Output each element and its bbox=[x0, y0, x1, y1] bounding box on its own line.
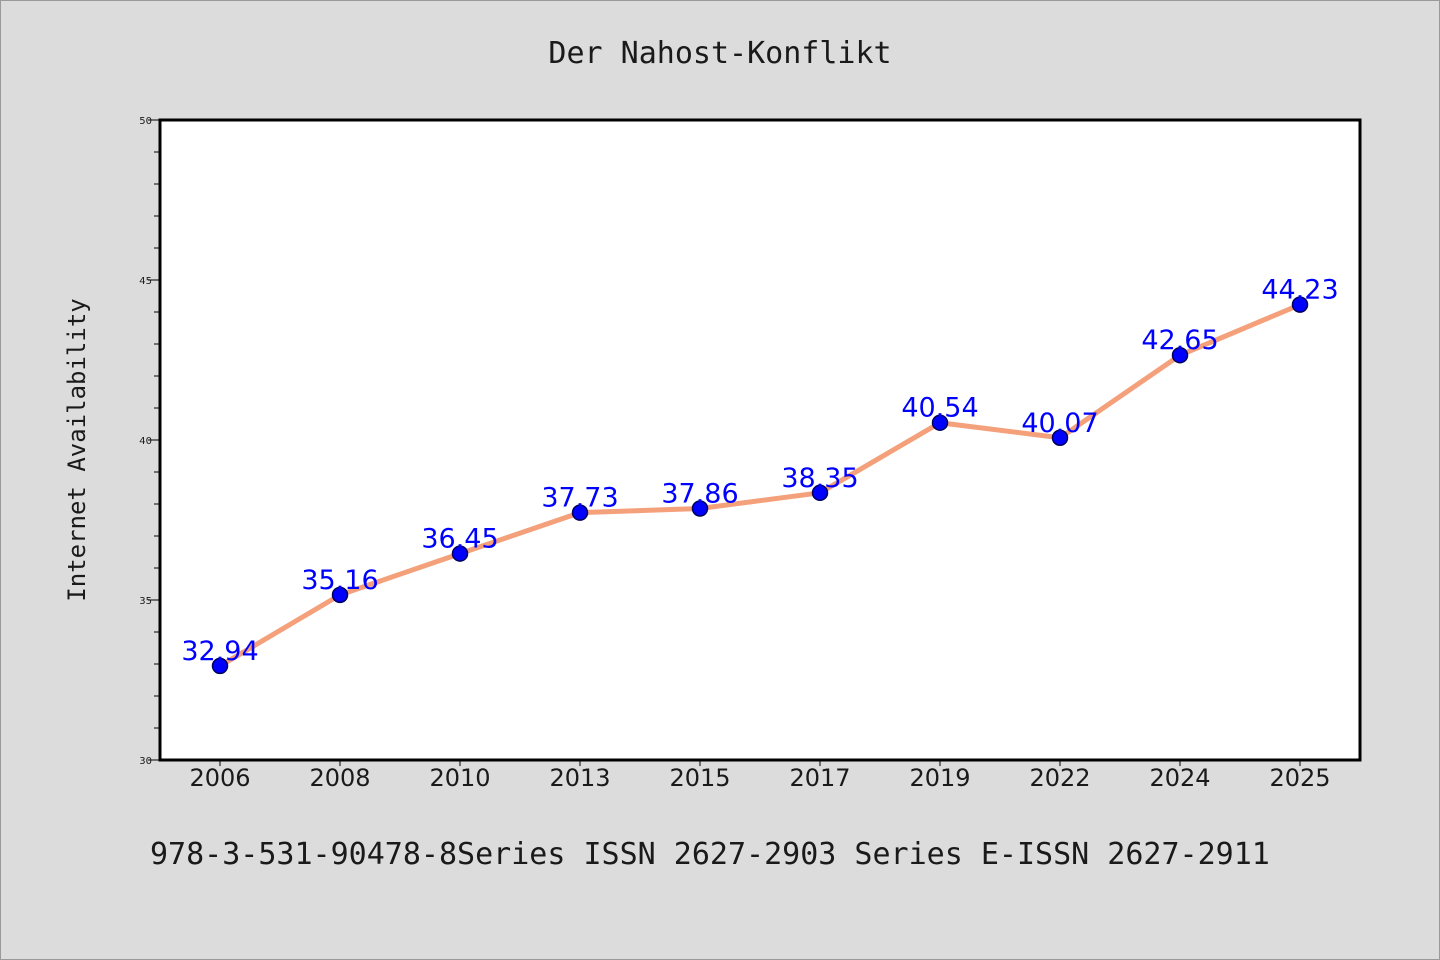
data-point bbox=[1291, 296, 1309, 313]
x-tick-label: 2006 bbox=[189, 764, 250, 792]
data-label: 44.23 bbox=[1261, 275, 1338, 306]
data-point bbox=[1051, 429, 1069, 447]
data-labels: 32.94 35.16 36.45 37.73 37.86 38.35 40.54 40.07… bbox=[181, 275, 1338, 667]
data-point bbox=[811, 484, 829, 502]
data-point bbox=[571, 504, 589, 521]
x-tick-label: 2008 bbox=[309, 764, 370, 792]
data-point bbox=[691, 500, 709, 517]
x-tick-label: 2025 bbox=[1269, 764, 1330, 792]
x-tick-label: 2010 bbox=[429, 764, 490, 792]
data-point bbox=[1171, 346, 1189, 364]
y-tick-label: 45 bbox=[139, 276, 152, 287]
x-tick-label: 2015 bbox=[669, 764, 730, 792]
data-label: 42.65 bbox=[1141, 325, 1218, 356]
x-tick-label: 2017 bbox=[789, 764, 850, 792]
data-label: 37.86 bbox=[661, 478, 738, 509]
data-label: 38.35 bbox=[781, 463, 858, 494]
plot-area bbox=[158, 118, 1362, 762]
x-tick-label: 2022 bbox=[1029, 764, 1090, 792]
data-point bbox=[931, 414, 949, 431]
data-point bbox=[331, 586, 349, 604]
footer-text: 978-3-531-90478-8Series ISSN 2627-2903 S… bbox=[150, 837, 1270, 872]
data-label: 32.94 bbox=[181, 636, 258, 667]
data-label: 40.54 bbox=[901, 393, 978, 424]
data-label: 35.16 bbox=[301, 565, 378, 596]
data-label: 40.07 bbox=[1021, 408, 1098, 439]
y-axis: 30 35 40 45 50 bbox=[139, 116, 160, 767]
series-markers bbox=[211, 296, 1309, 675]
x-tick-label: 2024 bbox=[1149, 764, 1210, 792]
y-axis-label: Internet Availability bbox=[63, 298, 91, 601]
data-point bbox=[451, 545, 469, 562]
y-tick-label: 35 bbox=[139, 596, 152, 607]
series-line bbox=[217, 302, 1303, 669]
x-axis: 2006 2008 2010 2013 2015 2017 2019 2022 2024 2025 bbox=[189, 760, 1331, 792]
y-tick-label: 40 bbox=[139, 436, 152, 447]
x-tick-label: 2019 bbox=[909, 764, 970, 792]
data-point bbox=[211, 657, 229, 675]
y-tick-label: 30 bbox=[139, 756, 152, 767]
chart-title: Der Nahost-Konflikt bbox=[548, 36, 891, 71]
data-label: 36.45 bbox=[421, 524, 498, 555]
y-tick-label: 50 bbox=[139, 116, 152, 127]
data-label: 37.73 bbox=[541, 483, 618, 514]
x-tick-label: 2013 bbox=[549, 764, 610, 792]
